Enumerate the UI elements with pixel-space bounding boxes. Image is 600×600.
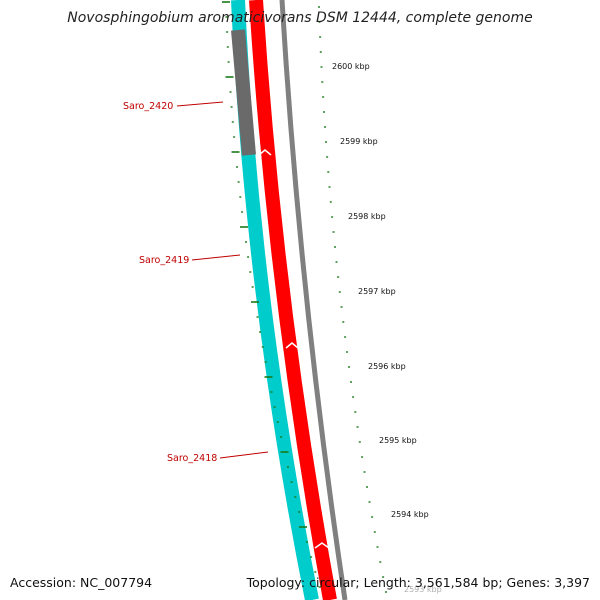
kbp-ruler <box>318 6 388 593</box>
svg-text:Saro_2420: Saro_2420 <box>123 101 173 112</box>
reverse-strand-track <box>231 0 319 600</box>
forward-strand-track <box>249 0 337 600</box>
gene-label-saro-2418[interactable]: Saro_2418 <box>167 451 269 464</box>
kbp-label: 2598 kbp <box>348 212 386 221</box>
kbp-label: 2597 kbp <box>358 287 396 296</box>
gene-label-saro-2420[interactable]: Saro_2420 <box>123 101 224 112</box>
forward-gene-boundary <box>258 149 272 156</box>
genome-summary-text: Topology: circular; Length: 3,561,584 bp… <box>246 575 590 590</box>
left-scale-ticks <box>222 1 321 588</box>
kbp-label: 2596 kbp <box>368 362 406 371</box>
forward-gene-boundary <box>285 342 299 349</box>
svg-text:Saro_2418: Saro_2418 <box>167 453 217 464</box>
forward-gene-boundary <box>314 542 330 549</box>
map-title: Novosphingobium aromaticivorans DSM 1244… <box>67 10 533 26</box>
kbp-label: 2599 kbp <box>340 137 378 146</box>
backbone-track <box>279 0 348 600</box>
svg-text:Saro_2419: Saro_2419 <box>139 255 189 266</box>
accession-text: Accession: NC_007794 <box>10 575 153 590</box>
gene-label-saro-2419[interactable]: Saro_2419 <box>139 254 241 266</box>
kbp-label: 2593 kbp <box>404 585 442 594</box>
kbp-label: 2595 kbp <box>379 436 417 445</box>
kbp-label: 2594 kbp <box>391 510 429 519</box>
kbp-label: 2600 kbp <box>332 62 370 71</box>
reverse-gap-segment <box>231 29 256 156</box>
